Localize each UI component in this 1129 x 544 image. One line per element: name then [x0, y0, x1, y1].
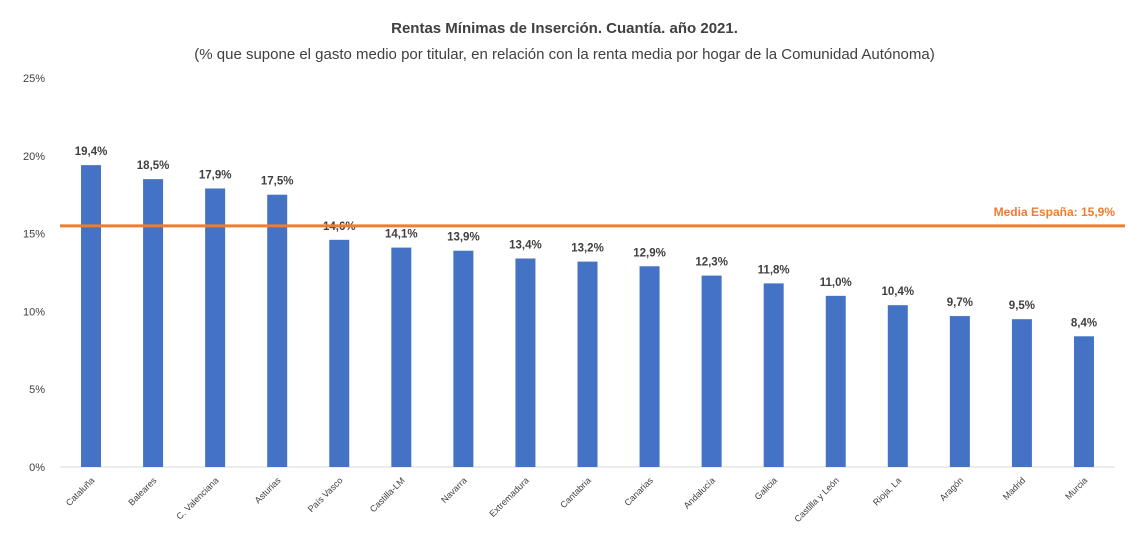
- bar: [515, 258, 536, 467]
- bar: [639, 266, 660, 467]
- x-tick-label: Castilla y León: [792, 475, 841, 524]
- bar: [81, 165, 102, 468]
- y-tick-label: 20%: [23, 151, 45, 163]
- chart-subtitle: (% que supone el gasto medio por titular…: [194, 46, 935, 63]
- x-tick-label: Rioja, La: [871, 475, 903, 507]
- x-tick-label: Cantabria: [558, 475, 593, 510]
- y-tick-label: 25%: [23, 73, 45, 85]
- data-label: 17,9%: [199, 169, 232, 181]
- x-tick-label: Canarias: [622, 475, 655, 508]
- data-label: 17,5%: [261, 176, 294, 188]
- reference-line-label: Media España: 15,9%: [994, 205, 1116, 219]
- x-tick-label: Castilla-LM: [368, 475, 407, 514]
- data-label: 11,0%: [820, 277, 852, 289]
- bar: [949, 316, 970, 467]
- x-tick-label: Galicia: [753, 475, 780, 502]
- bar: [701, 275, 722, 467]
- bar: [329, 239, 350, 467]
- x-tick-label: Madrid: [1001, 475, 1028, 502]
- x-tick-label: Aragón: [938, 475, 966, 503]
- chart-title: Rentas Mínimas de Inserción. Cuantía. añ…: [391, 20, 738, 37]
- data-label: 13,4%: [509, 239, 542, 251]
- data-label: 18,5%: [137, 160, 170, 172]
- data-label: 14,1%: [385, 229, 418, 241]
- bar: [205, 188, 226, 467]
- bar: [577, 261, 598, 467]
- data-label: 12,9%: [633, 247, 666, 259]
- chart-header: Rentas Mínimas de Inserción. Cuantía. añ…: [0, 0, 1129, 80]
- x-tick-label: País Vasco: [306, 475, 345, 514]
- bar: [887, 305, 908, 467]
- bar: [391, 247, 412, 467]
- y-tick-label: 10%: [23, 306, 45, 318]
- x-tick-label: Andalucía: [682, 475, 717, 510]
- x-tick-label: Asturias: [253, 475, 283, 505]
- x-tick-label: Extremadura: [487, 475, 531, 519]
- bar: [267, 194, 288, 467]
- bar: [1011, 319, 1032, 467]
- bar: [1073, 336, 1094, 467]
- x-tick-label: Baleares: [126, 475, 159, 508]
- y-tick-label: 15%: [23, 229, 45, 241]
- data-label: 13,2%: [571, 243, 604, 255]
- data-label: 9,5%: [1009, 300, 1035, 312]
- data-label: 13,9%: [447, 232, 480, 244]
- bar: [763, 283, 784, 467]
- bar: [825, 295, 846, 467]
- x-tick-label: Navarra: [439, 475, 469, 505]
- data-label: 8,4%: [1071, 317, 1097, 329]
- data-label: 19,4%: [75, 146, 108, 158]
- bar: [453, 250, 474, 467]
- y-tick-label: 5%: [29, 384, 45, 396]
- data-label: 9,7%: [947, 297, 973, 309]
- y-tick-label: 0%: [29, 462, 45, 474]
- bar: [143, 179, 164, 467]
- data-label: 11,8%: [758, 264, 790, 276]
- data-label: 12,3%: [695, 257, 728, 269]
- data-label: 10,4%: [881, 286, 914, 298]
- x-tick-label: Cataluña: [64, 475, 97, 508]
- x-tick-label: Murcia: [1063, 475, 1089, 501]
- x-tick-label: C. Valenciana: [174, 475, 220, 521]
